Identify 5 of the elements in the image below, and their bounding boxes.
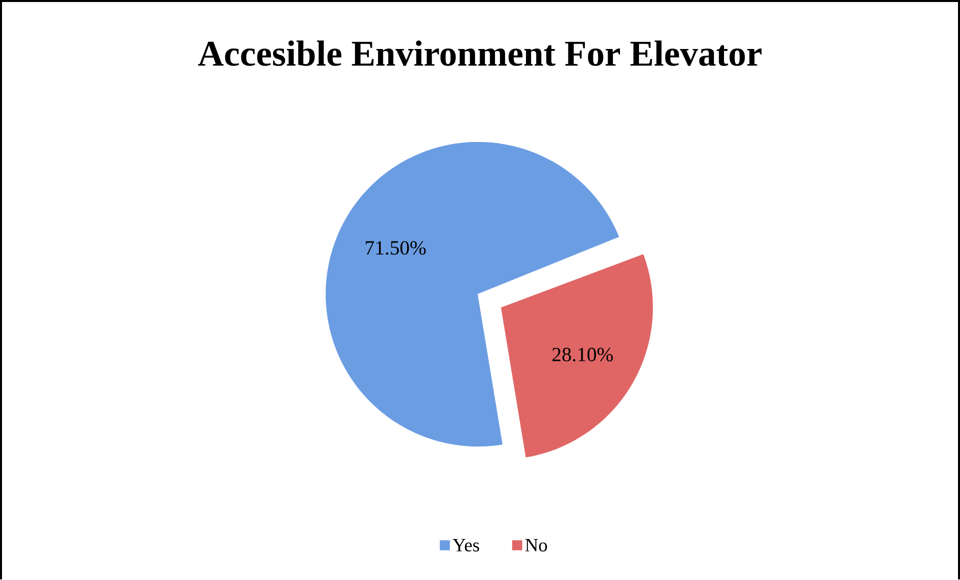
legend-label: Yes [452,538,480,552]
data-label: 71.50% [366,240,426,255]
legend-label: No [525,538,547,552]
data-label: 28.10% [552,348,613,362]
chart-title: Accesible Environment For Elevator [198,40,762,66]
